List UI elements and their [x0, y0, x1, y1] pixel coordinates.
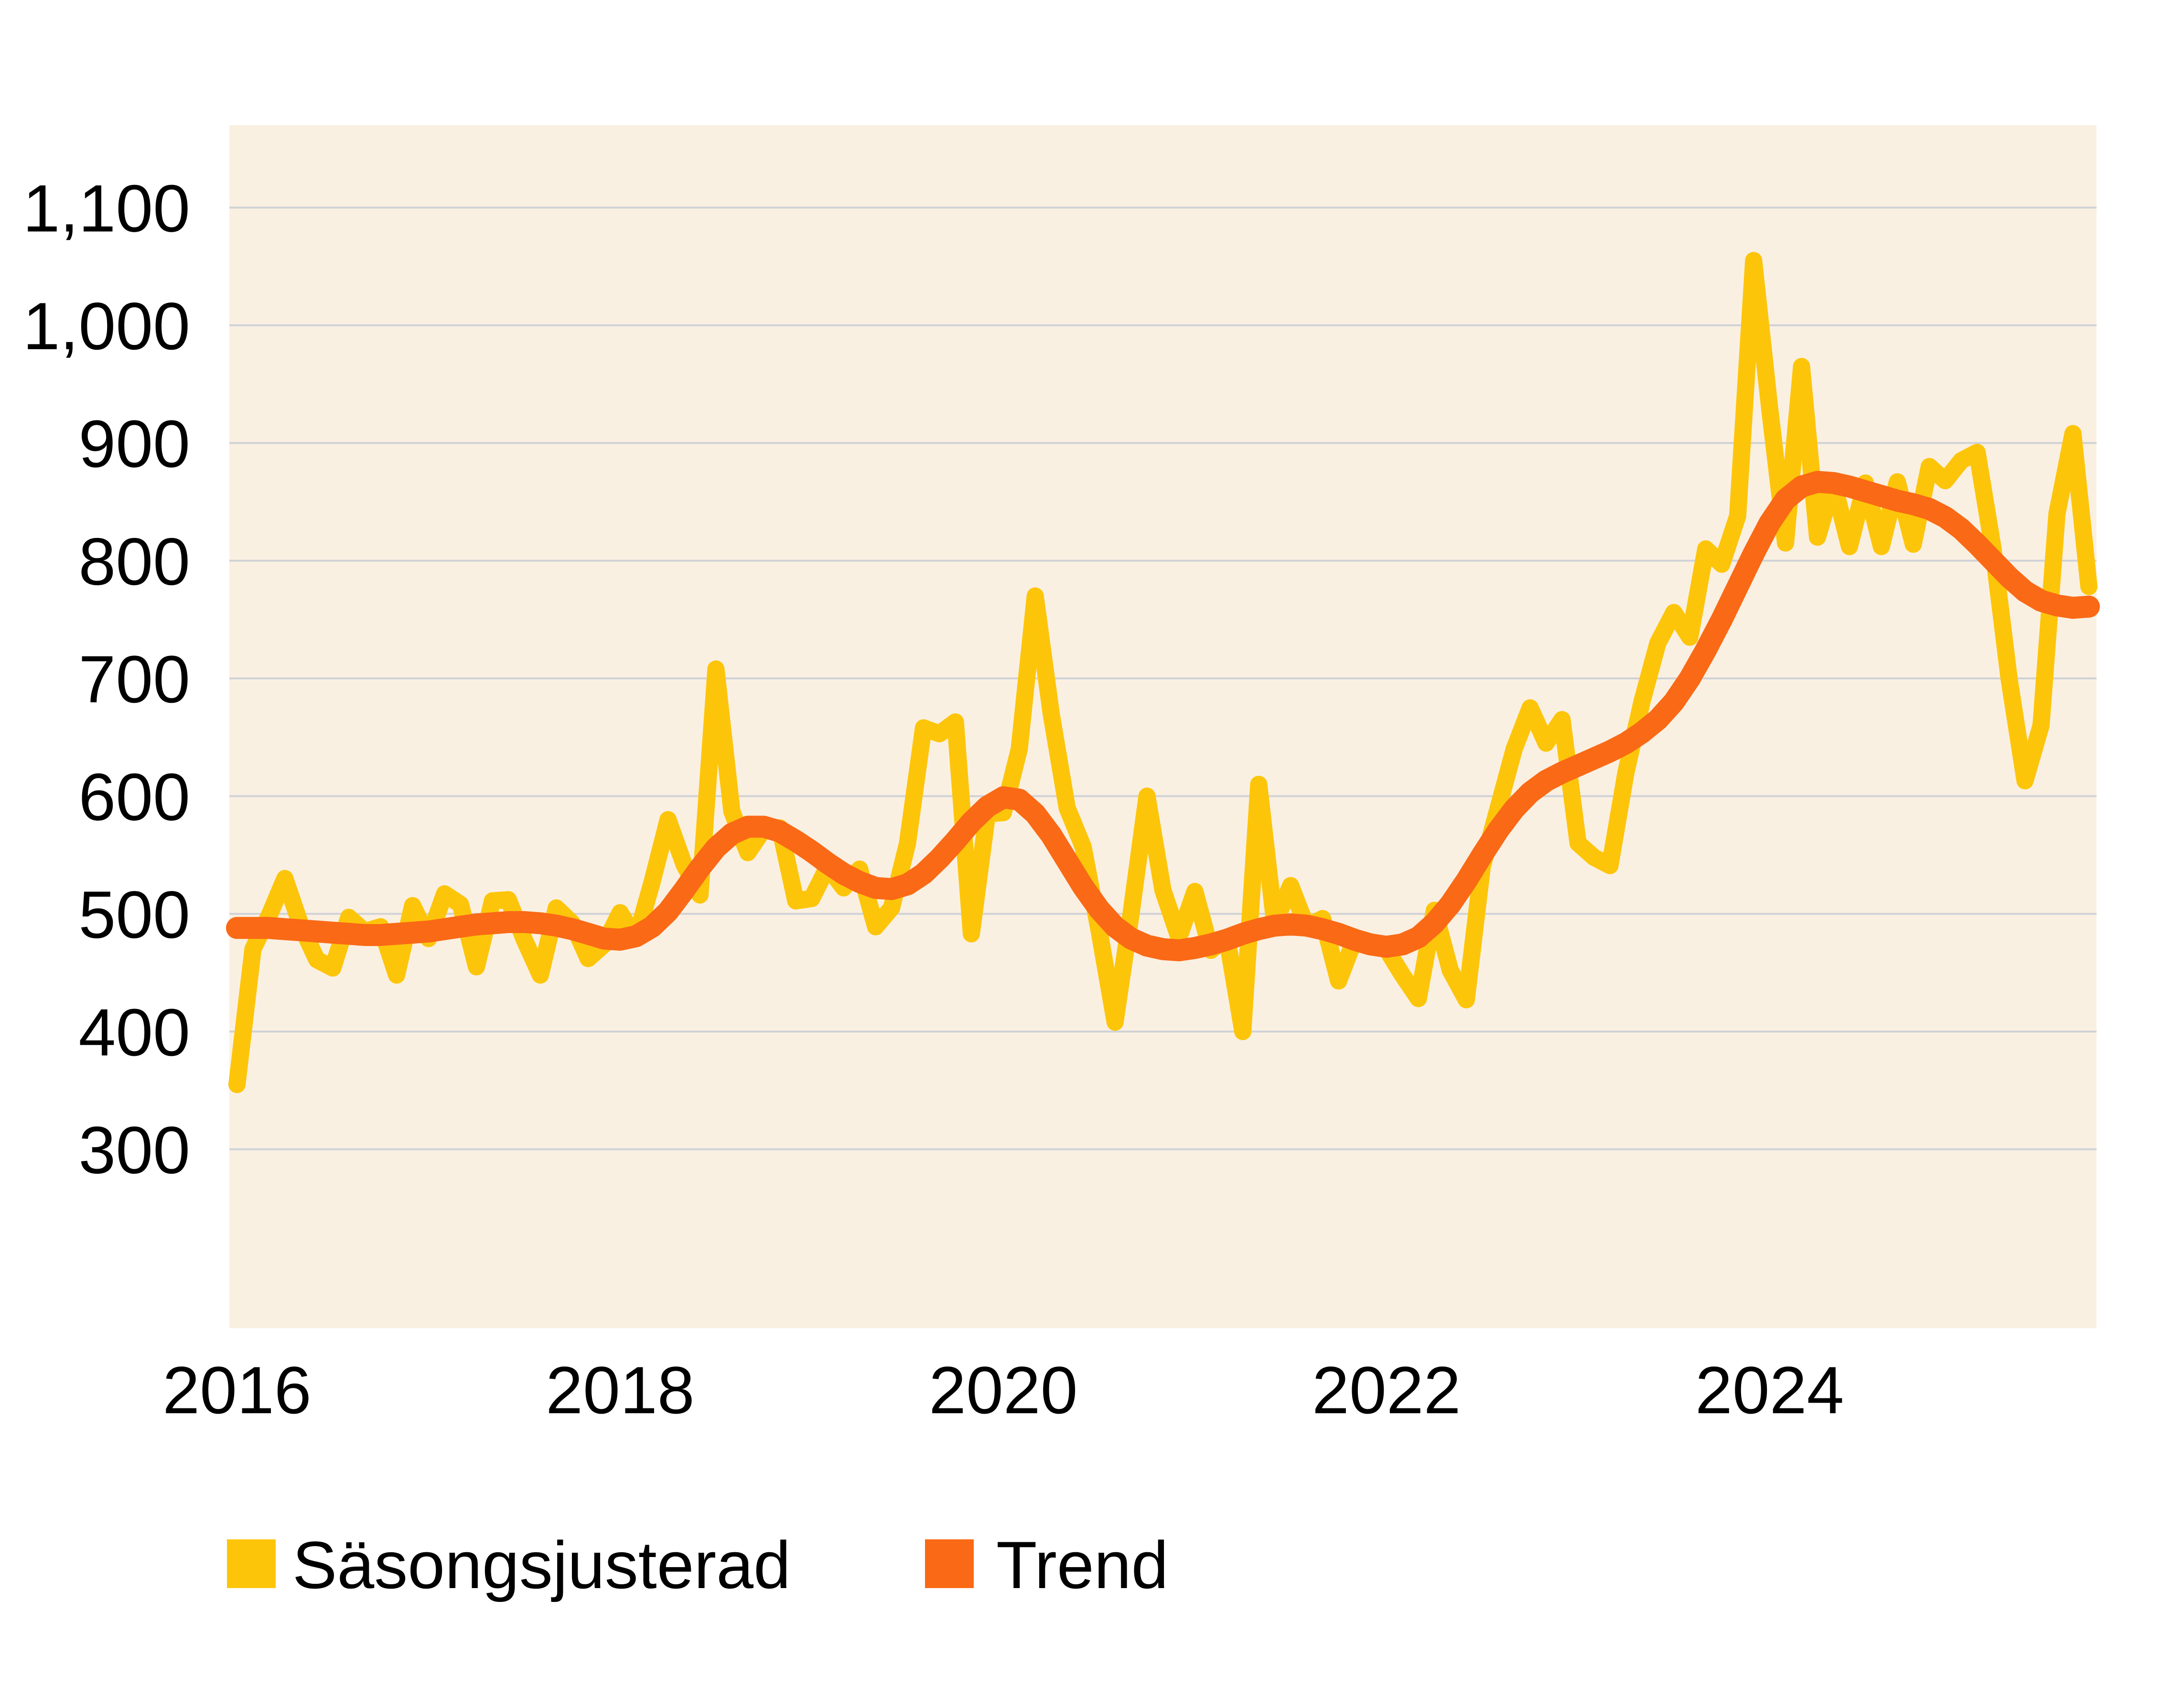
- x-axis-label: 2016: [162, 1353, 311, 1428]
- x-axis-label: 2018: [546, 1353, 694, 1428]
- series-trend: [226, 471, 2100, 962]
- plot-area: [229, 125, 2097, 1328]
- y-axis-label: 800: [78, 524, 190, 599]
- y-axis: 300 400 500 600 700 800 900 1,000 1,100: [23, 171, 190, 1187]
- legend-label: Trend: [996, 1527, 1169, 1602]
- legend-swatch: [925, 1539, 974, 1588]
- y-axis-label: 300: [78, 1113, 190, 1188]
- y-axis-label: 900: [78, 406, 190, 481]
- y-axis-label: 500: [78, 877, 190, 952]
- legend-item-trend: Trend: [925, 1527, 1169, 1602]
- legend-label: Säsongsjusterad: [292, 1527, 791, 1602]
- legend-item-säsongsjusterad: Säsongsjusterad: [227, 1527, 791, 1602]
- y-axis-label: 400: [78, 995, 190, 1070]
- y-axis-label: 1,000: [23, 289, 190, 364]
- x-axis-label: 2022: [1312, 1353, 1461, 1428]
- y-axis-label: 600: [78, 759, 190, 834]
- legend-swatch: [227, 1539, 276, 1588]
- x-axis: 2016 2018 2020 2022 2024: [162, 1353, 1844, 1428]
- x-axis-label: 2020: [929, 1353, 1077, 1428]
- x-axis-label: 2024: [1695, 1353, 1844, 1428]
- y-axis-label: 700: [78, 642, 190, 717]
- legend: Säsongsjusterad Trend: [227, 1527, 1169, 1602]
- y-axis-label: 1,100: [23, 171, 190, 246]
